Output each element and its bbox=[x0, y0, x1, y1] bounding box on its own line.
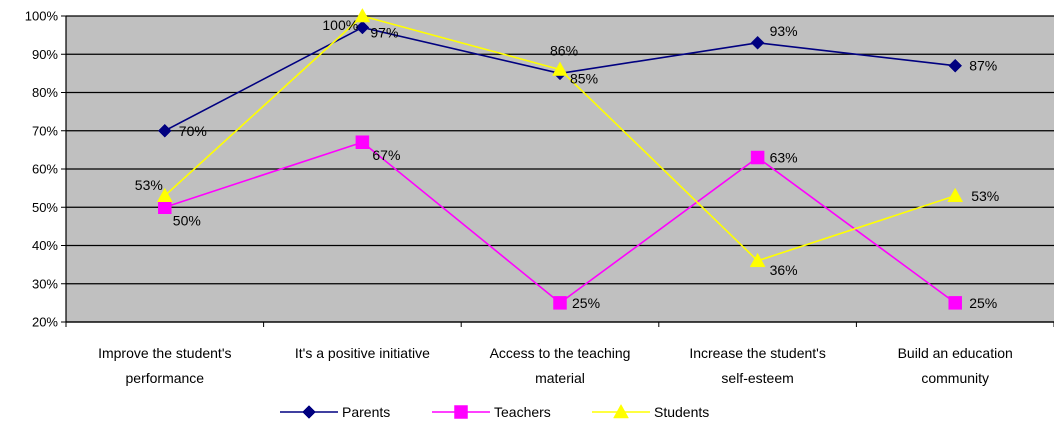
data-point-students bbox=[947, 187, 964, 203]
x-category-label-line: It's a positive initiative bbox=[295, 345, 430, 361]
y-tick-label: 60% bbox=[32, 162, 58, 177]
series-markers-students bbox=[156, 7, 964, 268]
data-label-parents: 70% bbox=[179, 123, 207, 139]
x-category-label: Access to the teaching material bbox=[490, 345, 631, 386]
legend-label-students: Students bbox=[654, 404, 709, 420]
data-point-teachers bbox=[158, 200, 172, 214]
data-point-parents bbox=[750, 35, 765, 50]
x-category-label-line: self-esteem bbox=[721, 370, 793, 386]
data-point-students bbox=[156, 187, 173, 203]
x-category-label-line: Increase the student's bbox=[689, 345, 826, 361]
y-tick-label: 80% bbox=[32, 85, 58, 100]
data-label-parents: 93% bbox=[770, 23, 798, 39]
x-category-label-line: performance bbox=[126, 370, 205, 386]
legend-label-parents: Parents bbox=[342, 404, 390, 420]
data-point-students bbox=[749, 252, 766, 268]
data-label-teachers: 25% bbox=[572, 295, 600, 311]
data-label-teachers: 50% bbox=[173, 212, 201, 228]
data-point-teachers bbox=[948, 296, 962, 310]
x-category-label-line: material bbox=[535, 370, 585, 386]
data-label-teachers: 67% bbox=[372, 147, 400, 163]
data-label-students: 53% bbox=[135, 177, 163, 193]
legend-label-teachers: Teachers bbox=[494, 404, 551, 420]
legend-item-parents: Parents bbox=[280, 404, 390, 420]
y-tick-label: 20% bbox=[32, 315, 58, 330]
x-category-label: Improve the student's performance bbox=[98, 345, 231, 386]
data-point-parents bbox=[948, 58, 963, 73]
data-label-parents: 85% bbox=[570, 70, 598, 86]
data-point-students bbox=[552, 61, 568, 76]
legend-marker-students bbox=[613, 403, 629, 419]
legend-marker-teachers bbox=[454, 405, 468, 419]
data-point-parents bbox=[157, 123, 172, 138]
y-tick-label: 50% bbox=[32, 200, 58, 215]
data-label-parents: 87% bbox=[969, 58, 997, 74]
x-category-label-line: Build an education bbox=[898, 345, 1013, 361]
data-label-students: 100% bbox=[322, 17, 358, 33]
data-label-students: 36% bbox=[770, 262, 798, 278]
data-point-parents bbox=[355, 20, 370, 35]
data-point-teachers bbox=[553, 296, 567, 310]
y-tick-label: 30% bbox=[32, 276, 58, 291]
data-point-teachers bbox=[355, 135, 370, 149]
legend-item-students: Students bbox=[592, 403, 709, 420]
x-category-label: Increase the student's self-esteem bbox=[689, 345, 826, 386]
data-point-students bbox=[354, 7, 371, 23]
y-tick-label: 90% bbox=[32, 47, 58, 62]
x-category-label: Build an education community bbox=[898, 345, 1013, 386]
x-category-label-line: Improve the student's bbox=[98, 345, 231, 361]
x-category-label-line: Access to the teaching bbox=[490, 345, 631, 361]
x-category-label-line: community bbox=[921, 370, 989, 386]
data-label-students: 53% bbox=[971, 188, 999, 204]
y-tick-label: 70% bbox=[32, 123, 58, 138]
data-label-parents: 97% bbox=[370, 24, 398, 40]
data-label-teachers: 63% bbox=[770, 150, 798, 166]
y-tick-label: 100% bbox=[25, 9, 59, 24]
data-label-students: 86% bbox=[550, 43, 578, 59]
data-point-teachers bbox=[750, 150, 765, 165]
legend-item-teachers: Teachers bbox=[432, 404, 551, 420]
y-tick-label: 40% bbox=[32, 238, 58, 253]
legend-marker-parents bbox=[302, 405, 316, 419]
x-category-label: It's a positive initiative bbox=[295, 345, 430, 361]
data-label-teachers: 25% bbox=[969, 295, 997, 311]
